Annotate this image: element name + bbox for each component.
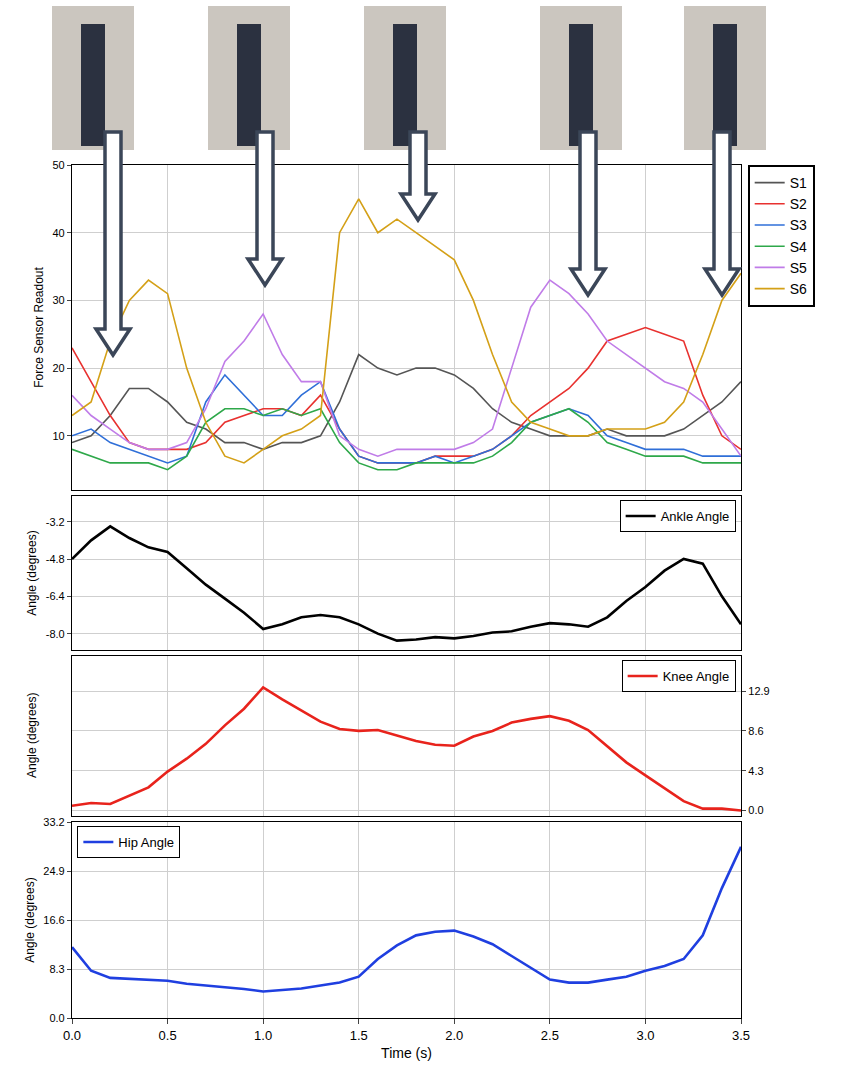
- svg-text:Force Sensor Readout: Force Sensor Readout: [32, 266, 46, 387]
- svg-text:0.0: 0.0: [63, 1028, 81, 1043]
- svg-text:S4: S4: [790, 239, 807, 255]
- svg-text:1.5: 1.5: [350, 1028, 368, 1043]
- svg-text:3.0: 3.0: [636, 1028, 654, 1043]
- svg-text:50: 50: [52, 159, 64, 171]
- svg-text:Angle (degrees): Angle (degrees): [23, 877, 37, 962]
- svg-text:Ankle Angle: Ankle Angle: [661, 509, 730, 524]
- svg-text:30: 30: [52, 294, 64, 306]
- svg-text:40: 40: [52, 227, 64, 239]
- svg-text:12.9: 12.9: [748, 685, 769, 697]
- svg-text:S5: S5: [790, 260, 807, 276]
- svg-text:S6: S6: [790, 281, 807, 297]
- svg-text:16.6: 16.6: [43, 914, 64, 926]
- svg-text:S3: S3: [790, 217, 807, 233]
- svg-text:24.9: 24.9: [43, 865, 64, 877]
- svg-text:-4.8: -4.8: [46, 553, 65, 565]
- svg-text:Angle (degrees): Angle (degrees): [25, 693, 39, 778]
- svg-text:8.6: 8.6: [748, 725, 763, 737]
- svg-text:Knee Angle: Knee Angle: [663, 669, 730, 684]
- svg-text:8.3: 8.3: [49, 963, 64, 975]
- svg-text:4.3: 4.3: [748, 765, 763, 777]
- svg-text:20: 20: [52, 362, 64, 374]
- svg-text:3.5: 3.5: [732, 1028, 750, 1043]
- svg-text:10: 10: [52, 430, 64, 442]
- svg-text:S1: S1: [790, 175, 807, 191]
- svg-text:1.0: 1.0: [254, 1028, 272, 1043]
- svg-text:Time (s): Time (s): [381, 1045, 432, 1061]
- svg-text:33.2: 33.2: [43, 816, 64, 828]
- svg-text:0.5: 0.5: [159, 1028, 177, 1043]
- svg-text:-3.2: -3.2: [46, 516, 65, 528]
- svg-text:0.0: 0.0: [748, 804, 763, 816]
- svg-text:2.5: 2.5: [541, 1028, 559, 1043]
- svg-text:-8.0: -8.0: [46, 628, 65, 640]
- svg-text:Hip Angle: Hip Angle: [118, 835, 174, 850]
- svg-text:-6.4: -6.4: [46, 590, 65, 602]
- svg-text:0.0: 0.0: [49, 1012, 64, 1024]
- svg-text:Angle (degrees): Angle (degrees): [25, 530, 39, 615]
- svg-text:S2: S2: [790, 196, 807, 212]
- svg-text:2.0: 2.0: [445, 1028, 463, 1043]
